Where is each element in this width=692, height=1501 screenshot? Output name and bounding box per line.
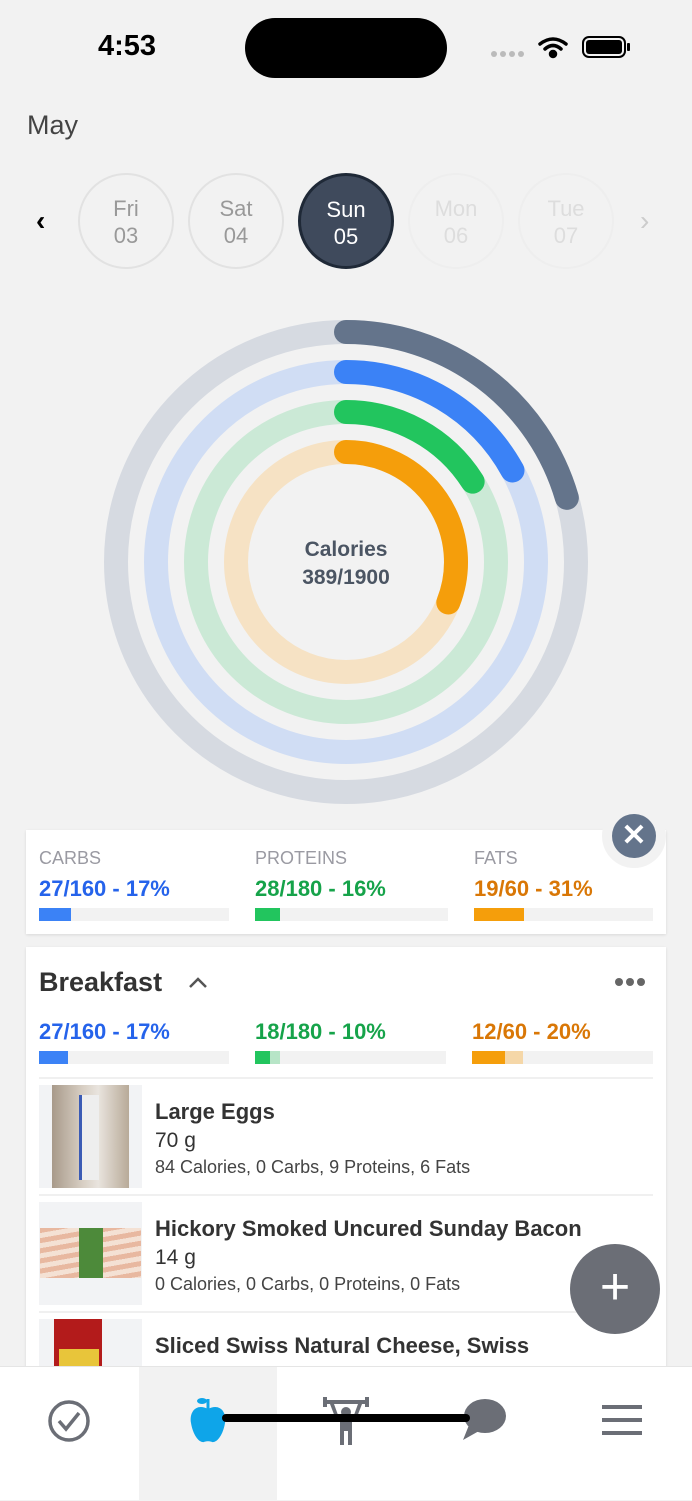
next-week-chevron-icon[interactable]: › [640, 205, 650, 236]
signal-icon [491, 51, 524, 57]
day-num: 07 [553, 223, 579, 248]
day-num: 05 [333, 224, 359, 249]
ring-progress-proteins [334, 400, 485, 494]
day-tue[interactable]: Tue 07 [518, 173, 614, 269]
battery-icon [582, 36, 630, 58]
meal-fats-value: 12/60 - 20% [472, 1019, 591, 1044]
home-indicator [222, 1414, 470, 1422]
day-dow: Tue [547, 196, 585, 221]
meal-title: Breakfast [39, 967, 163, 997]
carbs-bar [39, 908, 229, 921]
proteins-bar [255, 908, 448, 921]
food-name: Large Eggs [155, 1099, 275, 1124]
ring-progress-fats [334, 440, 468, 615]
day-dow: Sun [326, 197, 366, 222]
meal-carbs-value: 27/160 - 17% [39, 1019, 170, 1044]
apple-icon [190, 1398, 226, 1443]
proteins-value: 28/180 - 16% [255, 876, 386, 901]
day-num: 04 [223, 223, 249, 248]
food-item[interactable]: Large Eggs 70 g 84 Calories, 0 Carbs, 9 … [39, 1077, 653, 1194]
food-macros: 0 Calories, 0 Carbs, 0 Proteins, 0 Fats [155, 1274, 461, 1294]
ring-progress-carbs [334, 360, 525, 483]
ring-center-value: 389/1900 [302, 566, 390, 589]
dynamic-island [245, 18, 447, 78]
food-image [39, 1202, 142, 1305]
fats-label: FATS [474, 848, 518, 868]
prev-week-chevron-icon[interactable]: ‹ [36, 205, 46, 236]
status-icons [491, 36, 630, 59]
fats-value: 19/60 - 31% [474, 876, 593, 901]
day-num: 03 [113, 223, 139, 248]
carbs-label: CARBS [39, 848, 102, 868]
carbs-value: 27/160 - 17% [39, 876, 170, 901]
macro-rings [104, 320, 588, 804]
status-time: 4:53 [98, 30, 157, 62]
day-sat[interactable]: Sat 04 [188, 173, 284, 269]
breakfast-card: Breakfast 27/160 - 17% 18/180 - 10% 12/6… [26, 947, 666, 1422]
tab-menu[interactable] [553, 1367, 691, 1501]
meal-proteins-value: 18/180 - 10% [255, 1019, 386, 1044]
food-image [39, 1085, 142, 1188]
tab-checklist[interactable] [0, 1367, 138, 1501]
wifi-icon [538, 37, 568, 59]
tab-nutrition-active[interactable] [139, 1367, 277, 1501]
day-dow: Fri [113, 196, 139, 221]
fats-bar [474, 908, 653, 921]
meal-fats-bar [472, 1051, 653, 1064]
ring-progress-calories [334, 320, 579, 510]
day-fri[interactable]: Fri 03 [78, 173, 174, 269]
daily-summary-card: CARBS 27/160 - 17% PROTEINS 28/180 - 16%… [26, 830, 666, 934]
month-label: May [27, 110, 79, 140]
meal-carbs-bar [39, 1051, 229, 1064]
tab-messages[interactable] [415, 1367, 553, 1501]
tab-bar [0, 1366, 692, 1501]
food-quantity: 14 g [155, 1246, 196, 1269]
day-sun-selected[interactable]: Sun 05 [298, 173, 394, 269]
proteins-label: PROTEINS [255, 848, 348, 868]
day-mon[interactable]: Mon 06 [408, 173, 504, 269]
tab-workouts[interactable] [277, 1367, 415, 1501]
food-name: Sliced Swiss Natural Cheese, Swiss [155, 1333, 530, 1358]
close-summary-button[interactable]: ✕ [612, 814, 656, 858]
chat-bubble-icon [463, 1399, 506, 1440]
add-food-button[interactable]: + [570, 1244, 660, 1334]
day-dow: Mon [434, 196, 478, 221]
check-circle-icon [48, 1400, 90, 1442]
meal-proteins-bar [255, 1051, 446, 1064]
menu-icon [602, 1405, 642, 1435]
ring-center-label: Calories [304, 538, 388, 561]
day-dow: Sat [219, 196, 253, 221]
food-item[interactable]: Hickory Smoked Uncured Sunday Bacon 14 g… [39, 1194, 653, 1311]
food-macros: 84 Calories, 0 Carbs, 9 Proteins, 6 Fats [155, 1157, 471, 1177]
more-options-icon[interactable] [614, 977, 646, 987]
food-name: Hickory Smoked Uncured Sunday Bacon [155, 1216, 582, 1241]
food-quantity: 70 g [155, 1129, 196, 1152]
day-num: 06 [443, 223, 469, 248]
collapse-chevron-icon[interactable] [188, 975, 208, 989]
